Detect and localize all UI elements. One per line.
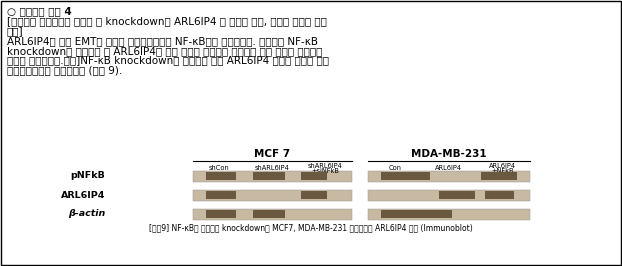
Bar (381, 210, 452, 218)
Text: ARL6IP4: ARL6IP4 (435, 165, 463, 171)
Text: 단백질수준에서 확인하였음 (그림 9).: 단백질수준에서 확인하였음 (그림 9). (7, 65, 123, 75)
Bar (253, 172, 285, 180)
Text: ARL6IP4에 의한 EMT에 관련된 신호전달체계는 NF-κB으로 규명되었음. 그렇다면 NF-κB: ARL6IP4에 의한 EMT에 관련된 신호전달체계는 NF-κB으로 규명되… (7, 36, 318, 47)
Text: ○ 연구개발 내용 4: ○ 연구개발 내용 4 (7, 6, 72, 16)
Bar (485, 191, 514, 199)
Text: β-actin: β-actin (68, 210, 105, 218)
Text: knockdown과 과발현일 때 ARL6IP4가 어떤 영향을 미치는지 알아보기 위해 단백질 수준에서: knockdown과 과발현일 때 ARL6IP4가 어떤 영향을 미치는지 알… (7, 46, 322, 56)
Text: ARL6IP4: ARL6IP4 (490, 163, 516, 169)
Bar (193, 171, 352, 181)
Text: MDA-MB-231: MDA-MB-231 (411, 149, 487, 159)
Text: ARL6IP4: ARL6IP4 (60, 190, 105, 200)
Text: shARL6IP4: shARL6IP4 (308, 163, 343, 169)
Text: 실험을 수행하였음.결과]NF-κB knockdown과 과발현에 의해 ARL6IP4 발현이 변하는 것을: 실험을 수행하였음.결과]NF-κB knockdown과 과발현에 의해 AR… (7, 56, 329, 65)
Bar (253, 210, 285, 218)
Bar (193, 209, 352, 219)
Bar (481, 172, 517, 180)
Text: [그림9] NF-κB의 과발현과 knockdown이 MCF7, MDA-MB-231 세포주에서 ARL6IP4 변화 (Immunoblot): [그림9] NF-κB의 과발현과 knockdown이 MCF7, MDA-M… (149, 223, 473, 232)
Bar (206, 172, 236, 180)
Bar (439, 191, 475, 199)
Text: Con: Con (389, 165, 401, 171)
Text: MCF 7: MCF 7 (254, 149, 290, 159)
Bar (381, 172, 430, 180)
Text: 연구]: 연구] (7, 26, 24, 36)
Bar (193, 189, 352, 201)
Text: pNFkB: pNFkB (70, 172, 105, 181)
Bar (301, 191, 327, 199)
Bar (206, 210, 236, 218)
Text: shCon: shCon (209, 165, 230, 171)
Bar (368, 209, 530, 219)
Text: shARL6IP4: shARL6IP4 (255, 165, 290, 171)
Bar (368, 171, 530, 181)
Bar (301, 172, 327, 180)
Bar (368, 189, 530, 201)
Text: +siNFkB: +siNFkB (312, 168, 340, 174)
Bar (206, 191, 236, 199)
Text: [관여하는 특정신호의 과발현 및 knockdown이 ARL6IP4 및 암전이 현상, 특성에 미치는 영향: [관여하는 특정신호의 과발현 및 knockdown이 ARL6IP4 및 암… (7, 16, 327, 27)
Text: +NFkB: +NFkB (492, 168, 514, 174)
